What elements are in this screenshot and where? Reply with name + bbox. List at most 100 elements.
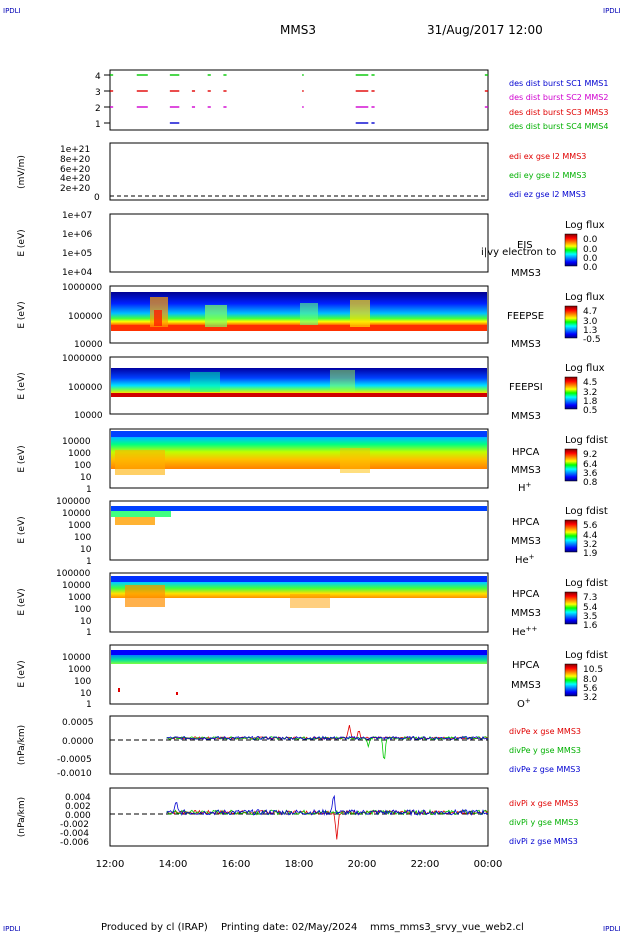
y-tick-label: 100000	[56, 569, 91, 579]
panel-frame	[109, 715, 489, 775]
colorbar-tick: 0.0	[583, 235, 598, 245]
divpi-traces	[166, 794, 489, 840]
y-tick-label: 0.002	[65, 802, 91, 812]
hpca-o-spectrogram	[111, 650, 487, 695]
colorbar-hpca-h: Log fdist 9.2 6.4 3.6 0.8	[564, 435, 608, 488]
colorbar-tick: 6.4	[583, 460, 598, 470]
colorbar-tick: 7.3	[583, 593, 597, 603]
y-tick-label: 0	[94, 193, 100, 203]
instrument-label: FEEPSE	[507, 311, 544, 322]
y-tick-label: 100	[74, 677, 91, 687]
corner-label-top-left: IPDLI	[3, 7, 21, 15]
hpca-he-spectrogram	[111, 506, 487, 525]
colorbar	[564, 376, 578, 410]
colorbar-tick: 3.2	[583, 693, 597, 703]
y-tick-label: 1000	[68, 521, 91, 531]
colorbar-tick: 1.9	[583, 549, 598, 559]
colorbar-feepse: Log flux 4.7 3.0 1.3 -0.5	[564, 292, 605, 345]
colorbar-title: Log flux	[565, 363, 605, 374]
x-tick-label: 14:00	[159, 859, 188, 870]
divpe-traces	[166, 725, 489, 760]
y-tick-label: 1000	[68, 449, 91, 459]
x-tick-label: 18:00	[285, 859, 314, 870]
panel-hpca-he: 100000 10000 1000 100 10 1 E (eV) HPCA M…	[17, 497, 541, 567]
legend-entry: divPi x gse MMS3	[509, 799, 578, 808]
spacecraft-label: MMS3	[511, 268, 541, 279]
y-tick-label: -0.002	[60, 820, 89, 830]
feepsi-spectrogram	[111, 368, 487, 397]
y-axis-label: (mV/m)	[17, 155, 27, 189]
y-tick-label: 100	[74, 533, 91, 543]
y-axis-label: E (eV)	[17, 301, 27, 328]
legend-entry: edi ey gse l2 MMS3	[509, 171, 587, 180]
y-tick-label: 100	[74, 605, 91, 615]
colorbar	[564, 448, 578, 482]
y-tick-label: 10000	[62, 509, 91, 519]
colorbar-tick: 5.4	[583, 603, 598, 613]
legend-entry: divPi z gse MMS3	[509, 837, 578, 846]
y-tick-label: 2e+20	[60, 184, 91, 194]
panel-divpi: 0.004 0.002 0.000 -0.002 -0.004 -0.006 (…	[17, 787, 578, 848]
footer-produced-by: Produced by cl (IRAP)	[101, 922, 208, 933]
corner-label-bottom-right: IPDLI	[603, 925, 621, 933]
colorbar-tick: 3.6	[583, 469, 598, 479]
instrument-label: HPCA	[512, 517, 540, 528]
species-label: O+	[517, 697, 531, 710]
y-tick-label: 1000	[68, 593, 91, 603]
legend-entry: divPe z gse MMS3	[509, 765, 580, 774]
legend-entry: des dist burst SC2 MMS2	[509, 93, 608, 102]
panel-feepsi: 1000000 100000 10000 E (eV) FEEPSI MMS3	[17, 354, 543, 422]
colorbar-tick: 3.0	[583, 317, 598, 327]
overlay-text: i|vy electron to	[481, 247, 556, 258]
trace-green	[166, 735, 489, 760]
instrument-label: FEEPSI	[509, 382, 543, 393]
colorbar-tick: 0.0	[583, 263, 598, 273]
y-tick-label: 3	[95, 88, 101, 98]
y-axis-label: E (eV)	[17, 372, 27, 399]
y-tick-label: 100000	[68, 383, 103, 393]
y-tick-label: 1000000	[62, 283, 102, 293]
panel-divpe: 0.0005 0.0000 -0.0005 -0.0010 (nPa/km) d…	[17, 715, 581, 779]
hpca-h-spectrogram	[111, 431, 487, 475]
y-tick-label: 1000000	[62, 354, 102, 364]
colorbar-tick: 1.8	[583, 397, 598, 407]
colorbar-tick: 8.0	[583, 675, 598, 685]
colorbar-title: Log fdist	[565, 506, 608, 517]
y-tick-label: 100	[74, 461, 91, 471]
colorbar-tick: 4.7	[583, 307, 597, 317]
y-tick-label: 0.000	[65, 811, 91, 821]
footer-script-name: mms_mms3_srvy_vue_web2.cl	[370, 922, 524, 933]
colorbar-tick: 9.2	[583, 450, 597, 460]
y-tick-label: 10	[80, 617, 92, 627]
colorbar-eis: Log flux 0.0 0.0 0.0 0.0	[564, 220, 605, 273]
y-tick-label: 10	[80, 473, 92, 483]
colorbar	[564, 519, 578, 553]
colorbar-tick: 4.4	[583, 531, 598, 541]
y-tick-label: 4e+20	[60, 174, 91, 184]
panel-hpca-he2: 100000 10000 1000 100 10 1 E (eV) HPCA M…	[17, 569, 541, 638]
spacecraft-label: MMS3	[511, 465, 541, 476]
spacecraft-label: MMS3	[511, 680, 541, 691]
y-axis-label: E (eV)	[17, 445, 27, 472]
y-tick-label: 0.0005	[62, 718, 94, 728]
instrument-label: HPCA	[512, 660, 540, 671]
y-tick-label: 10	[80, 545, 92, 555]
legend-entry: des dist burst SC4 MMS4	[509, 122, 608, 131]
x-tick-label: 12:00	[96, 859, 125, 870]
y-tick-label: 6e+20	[60, 165, 91, 175]
y-tick-label: 10000	[62, 581, 91, 591]
y-tick-label: 10000	[62, 653, 91, 663]
y-tick-label: 1	[86, 700, 92, 710]
panel-frame	[109, 142, 489, 201]
colorbar-tick: 1.3	[583, 326, 597, 336]
y-tick-label: 1e+07	[62, 211, 92, 221]
colorbar	[564, 305, 578, 339]
y-tick-label: 1e+04	[62, 268, 93, 278]
y-tick-label: 10000	[62, 437, 91, 447]
colorbar-tick: 3.5	[583, 612, 597, 622]
edi-y-ticks: 1e+21 8e+20 6e+20 4e+20 2e+20 0	[60, 145, 100, 203]
panel-edi: 1e+21 8e+20 6e+20 4e+20 2e+20 0 (mV/m) e…	[17, 142, 587, 203]
spacecraft-label: MMS3	[511, 608, 541, 619]
trace-blue	[166, 735, 489, 741]
y-tick-label: 1	[95, 120, 101, 130]
